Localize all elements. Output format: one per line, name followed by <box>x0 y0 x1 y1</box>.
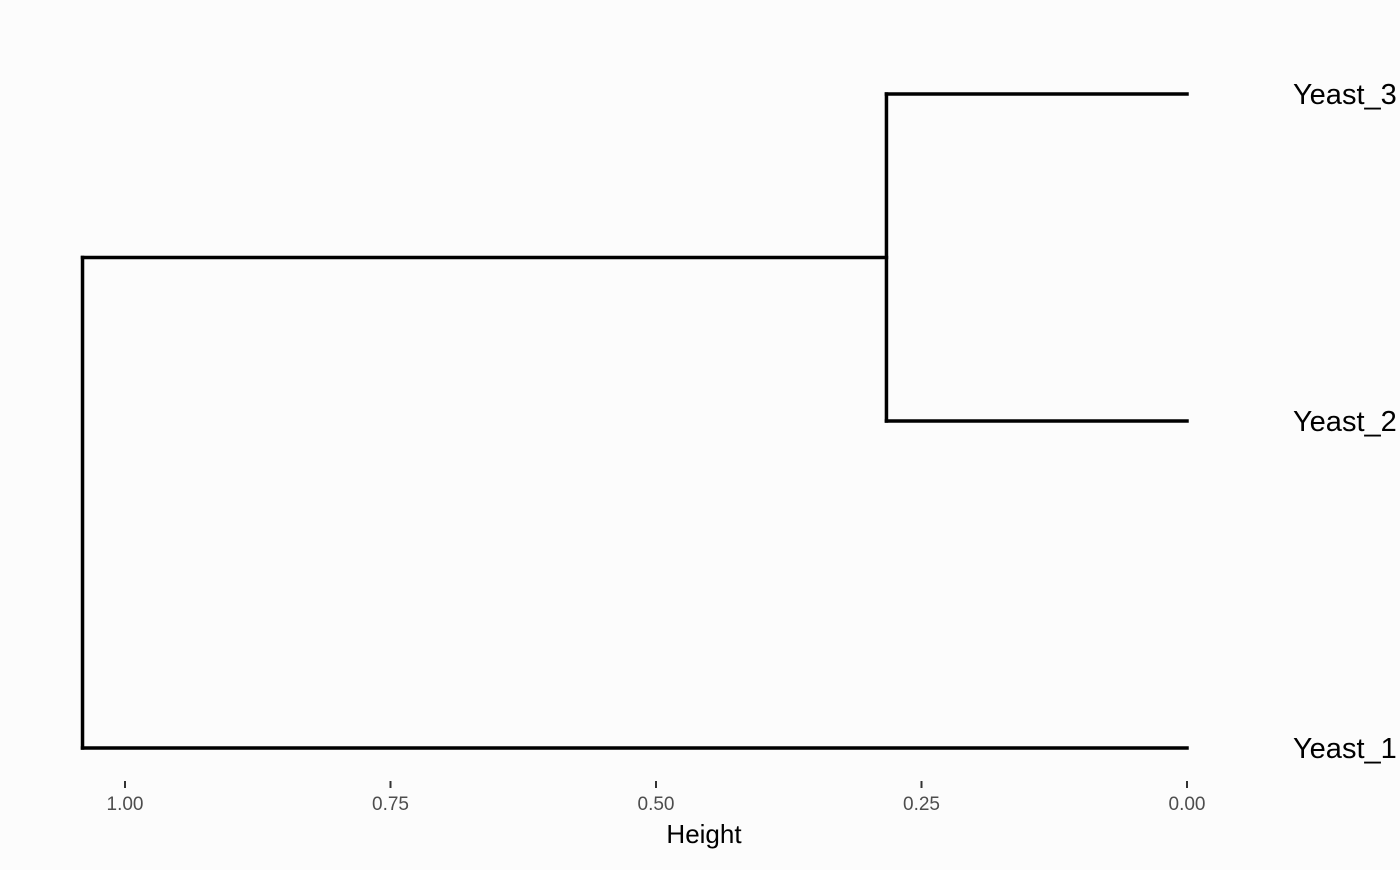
x-tick-label: 0.25 <box>903 794 940 815</box>
x-tick-label: 1.00 <box>107 794 144 815</box>
x-axis-title: Height <box>666 819 742 849</box>
x-tick-label: 0.50 <box>638 794 675 815</box>
leaf-label: Yeast_2 <box>1293 406 1397 438</box>
leaf-label: Yeast_1 <box>1293 733 1397 765</box>
leaf-label: Yeast_3 <box>1293 79 1397 111</box>
leaf-labels: Yeast_3 Yeast_2 Yeast_1 <box>1293 79 1397 765</box>
x-axis: 1.00 0.75 0.50 0.25 0.00 <box>107 781 1206 815</box>
x-tick-label: 0.00 <box>1169 794 1206 815</box>
x-tick-label: 0.75 <box>372 794 409 815</box>
dendrogram-branches <box>80 92 1189 750</box>
